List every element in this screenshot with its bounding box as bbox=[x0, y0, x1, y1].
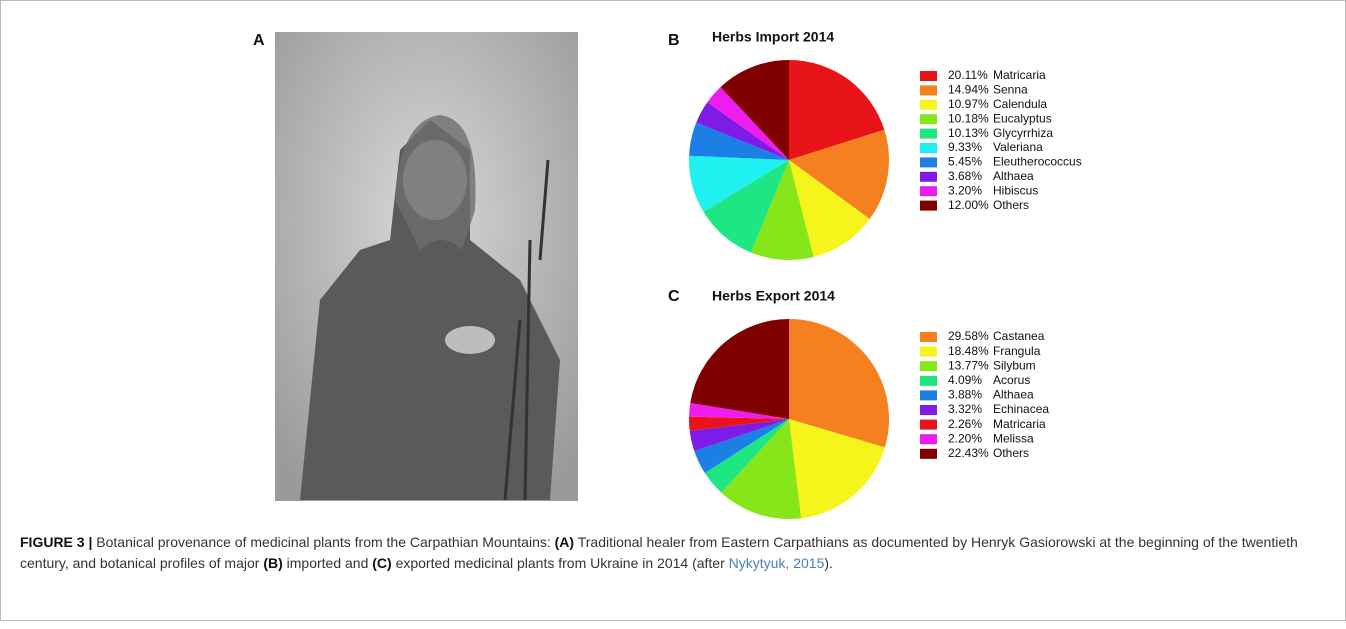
legend-value: 12.00% bbox=[948, 198, 989, 212]
legend-swatch bbox=[920, 157, 937, 167]
caption-text: exported medicinal plants from Ukraine i… bbox=[392, 555, 729, 571]
legend-swatch bbox=[920, 405, 937, 415]
legend-swatch bbox=[920, 129, 937, 139]
legend-value: 18.48% bbox=[948, 344, 989, 358]
legend-swatch bbox=[920, 114, 937, 124]
legend-value: 13.77% bbox=[948, 358, 989, 372]
legend-value: 9.33% bbox=[948, 140, 982, 154]
legend-label: Eleutherococcus bbox=[993, 155, 1082, 169]
legend-label: Glycyrrhiza bbox=[993, 126, 1053, 140]
panel-label: A bbox=[253, 32, 265, 49]
legend-value: 10.97% bbox=[948, 97, 989, 111]
legend-value: 3.32% bbox=[948, 402, 982, 416]
legend-swatch bbox=[920, 71, 937, 81]
legend-value: 3.68% bbox=[948, 169, 982, 183]
figure: A B C Herbs Import 2014 20.11% Matricaria 1… bbox=[0, 0, 1346, 530]
legend-swatch bbox=[920, 186, 937, 196]
legend-value: 22.43% bbox=[948, 446, 989, 460]
legend-swatch bbox=[920, 100, 937, 110]
legend-value: 10.13% bbox=[948, 126, 989, 140]
legend-swatch bbox=[920, 347, 937, 357]
legend-label: Senna bbox=[993, 83, 1028, 97]
legend-value: 14.94% bbox=[948, 83, 989, 97]
legend-swatch bbox=[920, 420, 937, 430]
legend-value: 2.26% bbox=[948, 417, 982, 431]
legend-label: Althaea bbox=[993, 388, 1034, 402]
legend-label: Frangula bbox=[993, 344, 1041, 358]
figure-caption: FIGURE 3 | Botanical provenance of medic… bbox=[20, 532, 1320, 574]
legend-label: Others bbox=[993, 198, 1029, 212]
panel-label: C bbox=[668, 288, 680, 305]
legend-swatch bbox=[920, 172, 937, 182]
legend-swatch bbox=[920, 201, 937, 211]
legend-label: Castanea bbox=[993, 329, 1045, 343]
legend-label: Acorus bbox=[993, 373, 1030, 387]
legend-value: 5.45% bbox=[948, 155, 982, 169]
caption-text: ). bbox=[824, 555, 833, 571]
legend-label: Silybum bbox=[993, 358, 1036, 372]
page: A B C Herbs Import 2014 20.11% Matricaria 1… bbox=[0, 0, 1346, 629]
legend-swatch bbox=[920, 376, 937, 386]
chart-title: Herbs Import 2014 bbox=[712, 29, 834, 45]
caption-text: FIGURE 3 | bbox=[20, 534, 92, 550]
legend-value: 10.18% bbox=[948, 111, 989, 125]
legend-value: 3.20% bbox=[948, 183, 982, 197]
legend-value: 20.11% bbox=[948, 68, 988, 82]
legend-swatch bbox=[920, 143, 937, 153]
photo bbox=[275, 32, 578, 501]
legend-swatch bbox=[920, 390, 937, 400]
legend-swatch bbox=[920, 332, 937, 342]
caption-text: imported and bbox=[283, 555, 373, 571]
legend-swatch bbox=[920, 85, 937, 95]
chart-title: Herbs Export 2014 bbox=[712, 288, 835, 304]
legend-label: Eucalyptus bbox=[993, 111, 1052, 125]
caption-text: (A) bbox=[555, 534, 574, 550]
legend-label: Valeriana bbox=[993, 140, 1043, 154]
legend-swatch bbox=[920, 434, 937, 444]
caption-text: (C) bbox=[372, 555, 391, 571]
legend-label: Matricaria bbox=[993, 68, 1046, 82]
legend-label: Althaea bbox=[993, 169, 1034, 183]
caption-text[interactable]: Nykytyuk, 2015 bbox=[729, 555, 825, 571]
legend-value: 3.88% bbox=[948, 388, 982, 402]
legend-value: 4.09% bbox=[948, 373, 982, 387]
legend-label: Others bbox=[993, 446, 1029, 460]
caption-text: (B) bbox=[263, 555, 282, 571]
legend-label: Melissa bbox=[993, 431, 1034, 445]
caption-text: Botanical provenance of medicinal plants… bbox=[92, 534, 554, 550]
pie-slice bbox=[690, 319, 789, 419]
legend-label: Calendula bbox=[993, 97, 1047, 111]
legend-value: 2.20% bbox=[948, 431, 982, 445]
legend-value: 29.58% bbox=[948, 329, 989, 343]
legend-swatch bbox=[920, 361, 937, 371]
legend-label: Matricaria bbox=[993, 417, 1046, 431]
legend-label: Echinacea bbox=[993, 402, 1049, 416]
panel-label: B bbox=[668, 32, 680, 49]
legend-swatch bbox=[920, 449, 937, 459]
legend-label: Hibiscus bbox=[993, 183, 1038, 197]
